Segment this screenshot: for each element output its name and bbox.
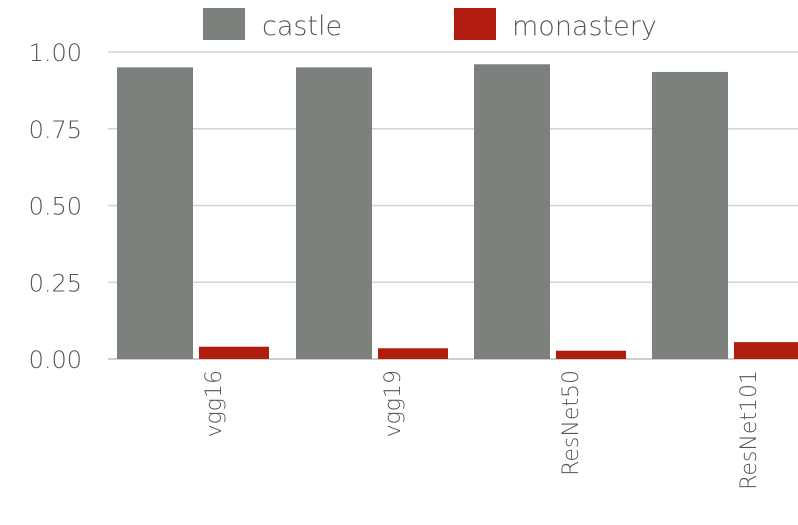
x-category-label: vgg16: [202, 370, 227, 437]
y-tick-label: 0.25: [29, 269, 82, 297]
bar-monastery-ResNet101: [734, 342, 798, 359]
bar-castle-vgg16: [117, 67, 193, 359]
x-axis-categories: vgg16 vgg19 ResNet50 ResNet101: [202, 370, 762, 490]
bar-castle-ResNet50: [474, 64, 550, 359]
bar-monastery-vgg19: [378, 348, 448, 359]
bar-castle-vgg19: [296, 67, 372, 359]
bar-castle-ResNet101: [652, 71, 728, 359]
bar-monastery-vgg16: [199, 346, 269, 359]
x-category-label: ResNet101: [737, 370, 762, 490]
legend-label-monastery: monastery: [512, 11, 657, 42]
y-tick-label: 1.00: [29, 39, 82, 67]
bars-layer: [117, 64, 798, 359]
legend-label-castle: castle: [262, 11, 342, 42]
y-tick-label: 0.00: [29, 346, 82, 374]
y-tick-label: 0.50: [29, 193, 82, 221]
x-category-label: vgg19: [381, 370, 406, 437]
legend: castle monastery: [203, 8, 657, 42]
legend-swatch-monastery: [454, 8, 496, 40]
y-axis-ticks: 0.00 0.25 0.50 0.75 1.00: [29, 39, 82, 374]
bar-monastery-ResNet50: [556, 350, 626, 359]
legend-swatch-castle: [203, 8, 245, 40]
y-tick-label: 0.75: [29, 116, 82, 144]
x-category-label: ResNet50: [559, 370, 584, 476]
